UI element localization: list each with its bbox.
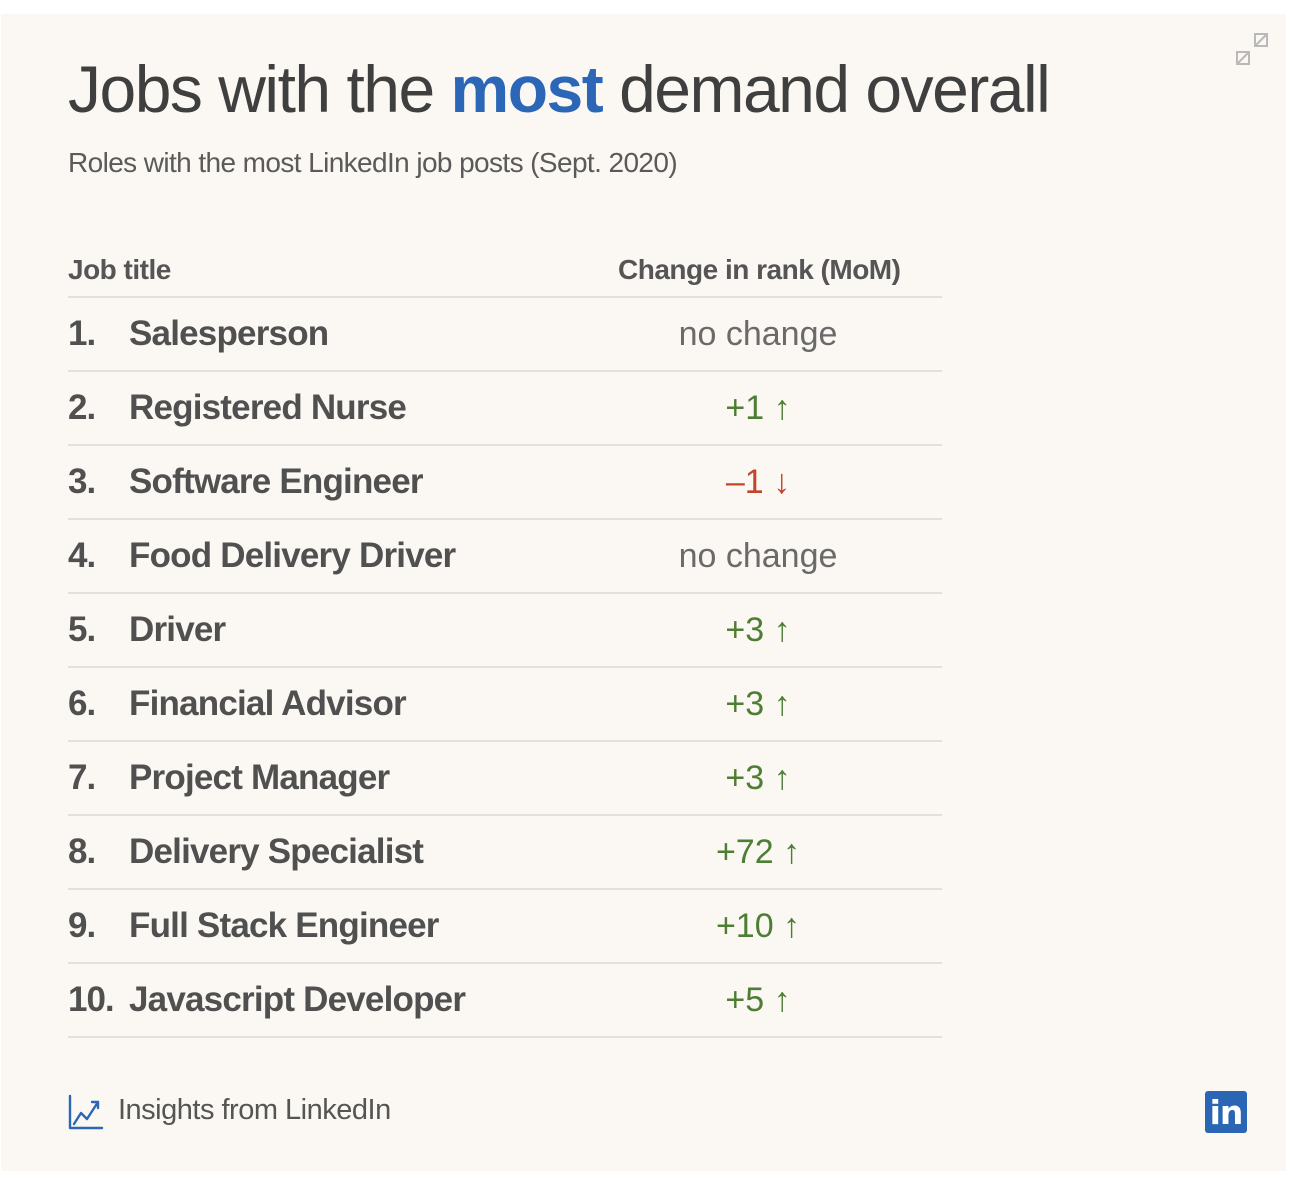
- row-job-title: Food Delivery Driver: [129, 536, 456, 575]
- row-rank-change: +1 ↑: [725, 389, 791, 427]
- row-rank: 4.: [68, 536, 96, 575]
- table-row: 1. Salesperson no change: [68, 298, 942, 372]
- title-highlight: most: [450, 52, 604, 126]
- table-row: 3. Software Engineer –1 ↓: [68, 446, 942, 520]
- jobs-table: Job title Change in rank (MoM) 1. Salespe…: [68, 240, 942, 1038]
- row-job-title: Financial Advisor: [129, 684, 407, 723]
- footer-label: Insights from LinkedIn: [118, 1094, 391, 1126]
- table-row: 8. Delivery Specialist +72 ↑: [68, 816, 942, 890]
- row-rank-change: +3 ↑: [725, 611, 791, 649]
- linkedin-logo[interactable]: in: [1205, 1091, 1247, 1133]
- row-rank: 1.: [68, 314, 96, 353]
- row-rank: 7.: [68, 758, 96, 797]
- table-row: 9. Full Stack Engineer +10 ↑: [68, 890, 942, 964]
- row-job-title: Software Engineer: [129, 462, 424, 501]
- table-row: 6. Financial Advisor +3 ↑: [68, 668, 942, 742]
- row-rank: 10.: [68, 980, 115, 1019]
- page-subtitle: Roles with the most LinkedIn job posts (…: [68, 147, 678, 178]
- row-rank-change: +3 ↑: [725, 685, 791, 723]
- row-job-title: Salesperson: [129, 314, 329, 353]
- table-body: 1. Salesperson no change 2. Registered Nurse…: [68, 298, 942, 1038]
- table-header: Job title Change in rank (MoM): [68, 240, 942, 298]
- row-job-title: Registered Nurse: [129, 388, 407, 427]
- table-row: 7. Project Manager +3 ↑: [68, 742, 942, 816]
- title-suffix: demand overall: [602, 52, 1051, 126]
- row-job-title: Javascript Developer: [129, 980, 466, 1019]
- row-rank-change: no change: [678, 537, 838, 575]
- title-prefix: Jobs with the: [68, 52, 451, 126]
- row-job-title: Project Manager: [129, 758, 390, 797]
- row-rank: 3.: [68, 462, 96, 501]
- page-title: Jobs with the most demand overall: [68, 52, 1051, 128]
- table-row: 10. Javascript Developer +5 ↑: [68, 964, 942, 1038]
- row-rank: 8.: [68, 832, 96, 871]
- row-rank: 9.: [68, 906, 96, 945]
- row-rank-change: –1 ↓: [725, 463, 791, 501]
- row-rank-change: +5 ↑: [725, 981, 791, 1019]
- table-row: 4. Food Delivery Driver no change: [68, 520, 942, 594]
- row-rank-change: +3 ↑: [725, 759, 791, 797]
- row-rank: 6.: [68, 684, 96, 723]
- row-rank-change: +10 ↑: [715, 907, 801, 945]
- table-row: 2. Registered Nurse +1 ↑: [68, 372, 942, 446]
- row-rank-change: +72 ↑: [715, 833, 801, 871]
- row-job-title: Driver: [129, 610, 226, 649]
- row-rank-change: no change: [678, 315, 838, 353]
- trend-chart-icon: [68, 1094, 104, 1130]
- row-rank: 2.: [68, 388, 96, 427]
- header-change-in-rank: Change in rank (MoM): [618, 254, 901, 285]
- infographic-card: Jobs with the most demand overall Roles …: [1, 14, 1286, 1171]
- table-row: 5. Driver +3 ↑: [68, 594, 942, 668]
- row-rank: 5.: [68, 610, 96, 649]
- header-job-title: Job title: [68, 254, 171, 285]
- expand-icon[interactable]: [1231, 28, 1273, 70]
- row-job-title: Full Stack Engineer: [129, 906, 439, 945]
- row-job-title: Delivery Specialist: [129, 832, 424, 871]
